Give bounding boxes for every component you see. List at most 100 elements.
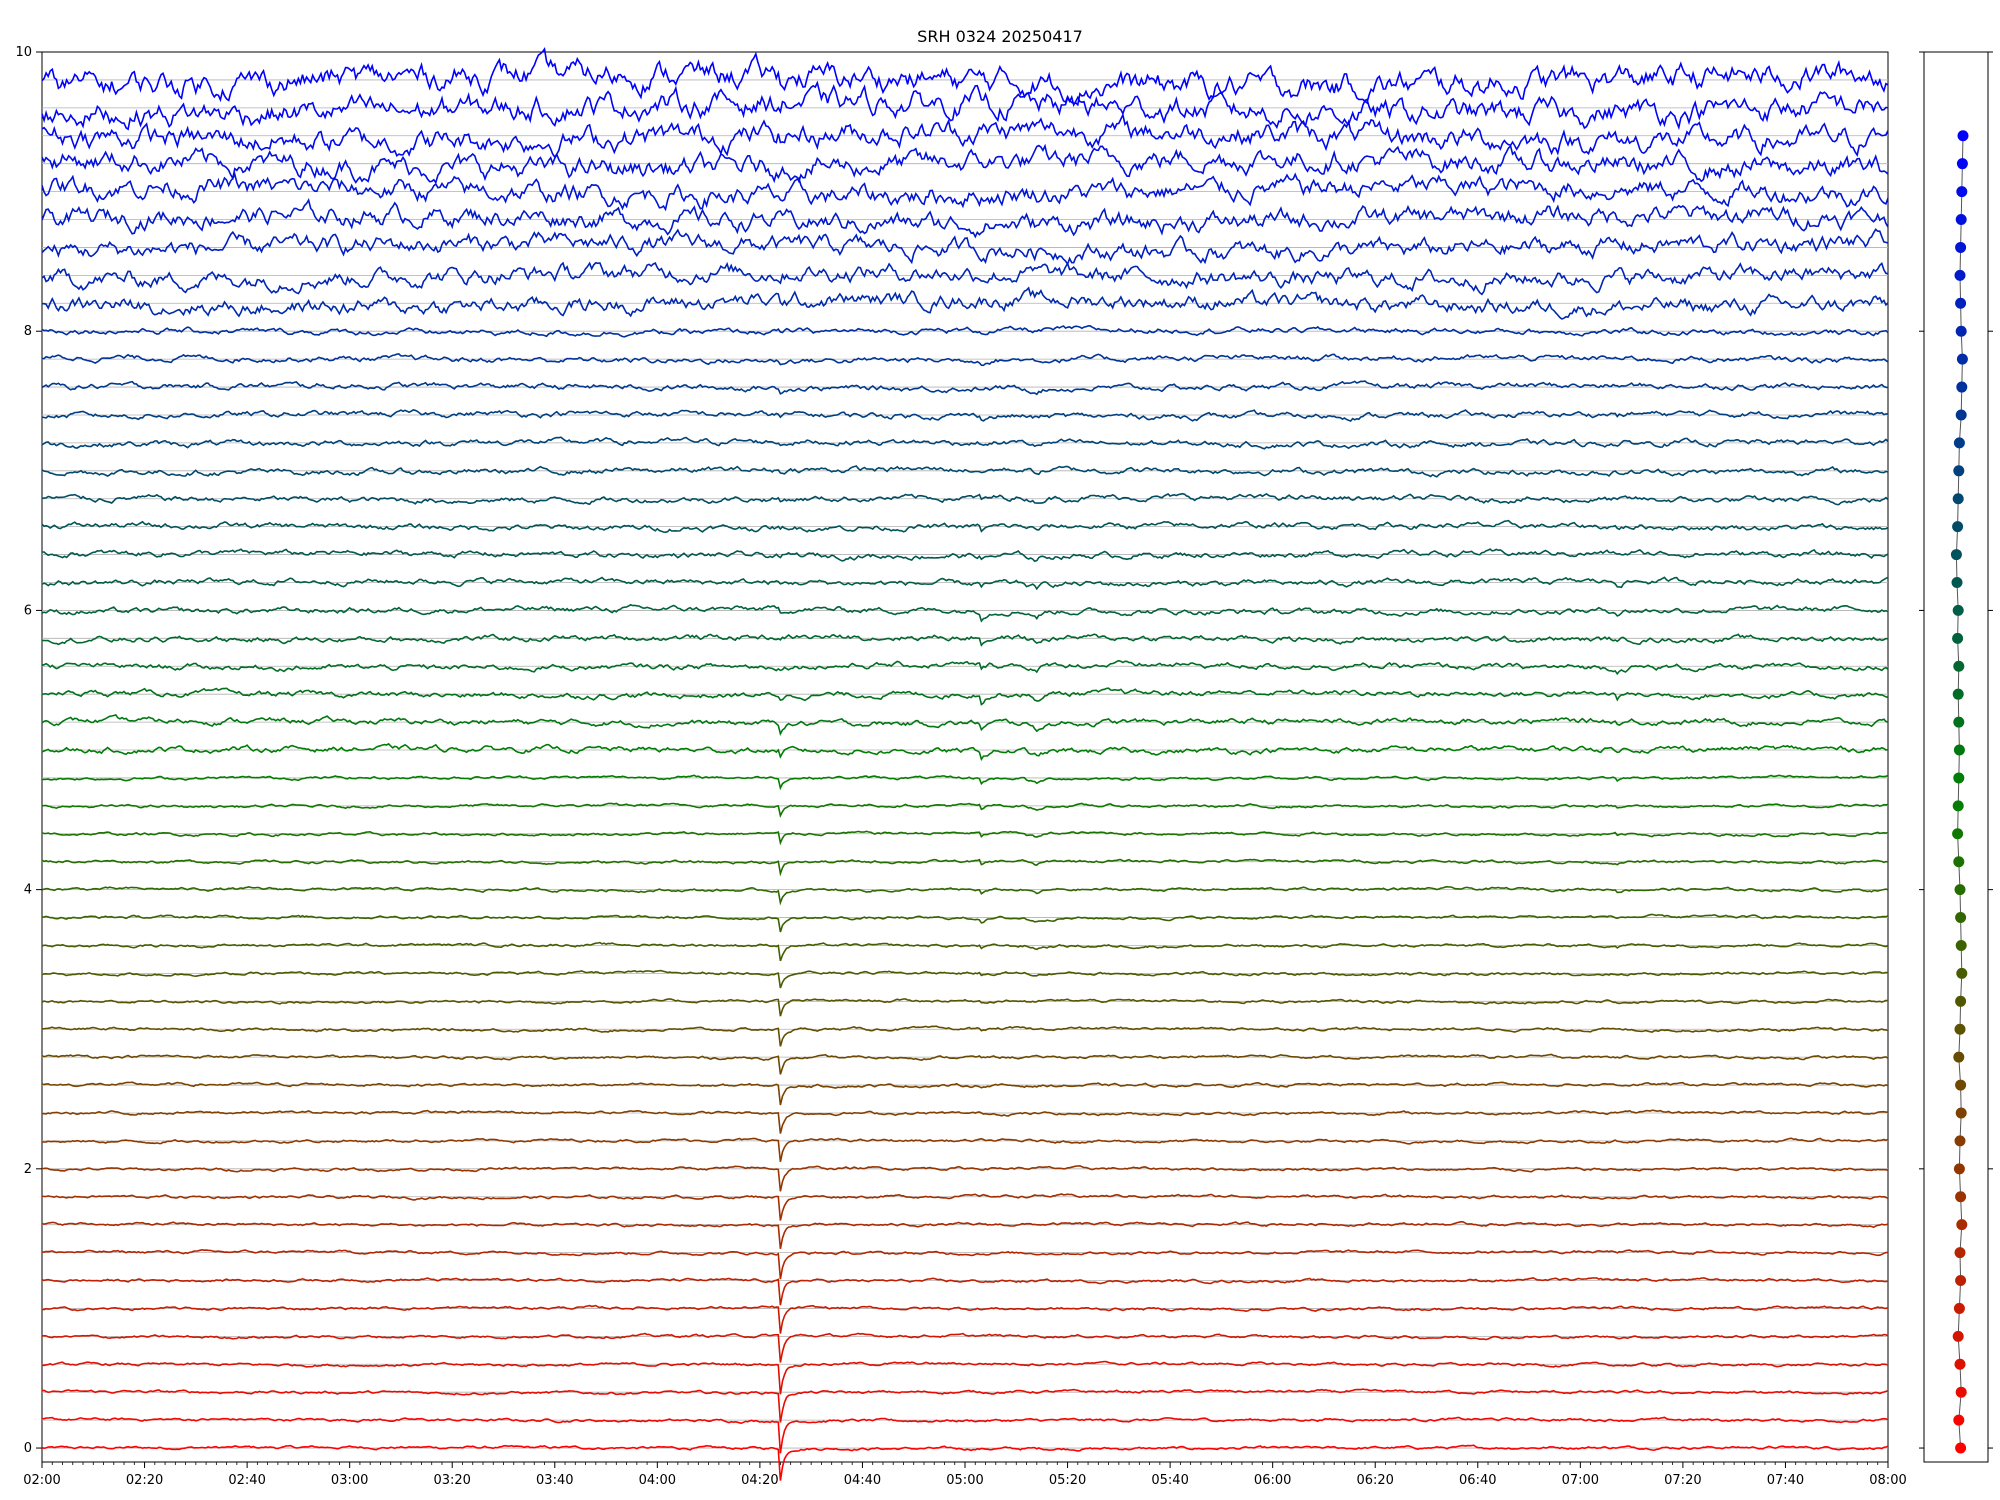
y-tick-label-5: 10 — [15, 45, 32, 60]
trace-line-29 — [41, 633, 1889, 647]
x-tick-label-9: 05:00 — [946, 1473, 983, 1488]
side-point-46 — [1956, 158, 1968, 170]
y-tick-label-0: 0 — [24, 1441, 32, 1456]
side-point-20 — [1954, 884, 1966, 896]
trace-line-44 — [41, 198, 1889, 239]
y-tick-label-3: 6 — [24, 603, 32, 618]
trace-line-4 — [41, 1332, 1889, 1363]
y-tick-label-2: 4 — [24, 883, 32, 898]
side-point-23 — [1952, 800, 1964, 812]
trace-line-19 — [41, 913, 1889, 933]
side-point-44 — [1955, 214, 1967, 226]
side-point-17 — [1956, 967, 1968, 979]
trace-line-20 — [41, 885, 1889, 906]
side-point-21 — [1953, 856, 1965, 868]
side-point-18 — [1955, 939, 1967, 951]
trace-line-31 — [41, 576, 1889, 591]
x-tick-label-6: 04:00 — [639, 1473, 676, 1488]
side-point-11 — [1954, 1135, 1966, 1147]
side-point-45 — [1956, 186, 1968, 198]
trace-line-3 — [41, 1360, 1889, 1395]
side-point-38 — [1956, 381, 1968, 393]
side-point-12 — [1955, 1107, 1967, 1119]
trace-line-8 — [41, 1220, 1889, 1249]
side-point-31 — [1951, 576, 1963, 588]
side-point-0 — [1955, 1442, 1967, 1454]
x-tick-label-17: 07:40 — [1767, 1473, 1804, 1488]
trace-line-46 — [41, 143, 1889, 185]
side-point-5 — [1953, 1302, 1965, 1314]
x-tick-label-13: 06:20 — [1356, 1473, 1393, 1488]
x-tick-label-11: 05:40 — [1151, 1473, 1188, 1488]
trace-line-42 — [41, 261, 1889, 296]
trace-line-48 — [41, 80, 1889, 131]
trace-line-35 — [41, 465, 1889, 478]
x-tick-label-16: 07:20 — [1664, 1473, 1701, 1488]
x-tick-label-4: 03:20 — [433, 1473, 470, 1488]
trace-line-16 — [41, 998, 1889, 1017]
trace-line-23 — [41, 802, 1889, 818]
trace-line-21 — [41, 858, 1889, 877]
trace-line-45 — [41, 172, 1889, 212]
side-point-27 — [1952, 688, 1964, 700]
side-point-30 — [1952, 604, 1964, 616]
trace-line-12 — [41, 1109, 1889, 1134]
side-point-24 — [1953, 772, 1965, 784]
trace-line-47 — [41, 112, 1889, 159]
main-plot-area: 0 2 4 6 8 10 02:00 02:20 02:40 03:00 03:20 03:40 04:… — [15, 45, 1906, 1488]
trace-line-15 — [42, 1025, 1889, 1047]
trace-line-24 — [42, 774, 1889, 791]
x-tick-label-5: 03:40 — [536, 1473, 573, 1488]
trace-line-49 — [41, 46, 1889, 107]
x-tick-label-1: 02:20 — [126, 1473, 163, 1488]
side-point-16 — [1955, 995, 1967, 1007]
trace-line-43 — [41, 228, 1889, 266]
x-tick-label-8: 04:40 — [844, 1473, 881, 1488]
side-point-10 — [1953, 1163, 1965, 1175]
y-tick-label-1: 2 — [24, 1162, 32, 1177]
trace-line-11 — [41, 1137, 1889, 1162]
trace-line-1 — [42, 1416, 1889, 1454]
side-point-15 — [1954, 1023, 1966, 1035]
side-point-40 — [1955, 325, 1967, 337]
trace-line-41 — [42, 286, 1889, 320]
side-point-22 — [1952, 828, 1964, 840]
x-tick-label-15: 07:00 — [1562, 1473, 1599, 1488]
side-point-26 — [1953, 716, 1965, 728]
x-tick-label-7: 04:20 — [741, 1473, 778, 1488]
side-point-32 — [1950, 549, 1962, 561]
trace-line-32 — [42, 548, 1889, 563]
trace-line-38 — [41, 380, 1889, 396]
trace-line-27 — [41, 687, 1889, 706]
side-point-2 — [1955, 1386, 1967, 1398]
side-point-7 — [1954, 1247, 1966, 1259]
side-point-43 — [1955, 241, 1967, 253]
side-point-39 — [1956, 353, 1968, 365]
trace-line-9 — [41, 1193, 1889, 1221]
side-panel-frame — [1923, 51, 1989, 1463]
side-point-37 — [1955, 409, 1967, 421]
trace-line-36 — [41, 436, 1889, 450]
side-point-36 — [1953, 437, 1965, 449]
x-tick-label-18: 08:00 — [1869, 1473, 1906, 1488]
trace-line-25 — [41, 742, 1889, 762]
x-tick-label-3: 03:00 — [331, 1473, 368, 1488]
x-tick-label-0: 02:00 — [23, 1473, 60, 1488]
side-point-8 — [1956, 1219, 1968, 1231]
side-point-4 — [1952, 1330, 1964, 1342]
trace-line-40 — [41, 324, 1889, 338]
side-point-33 — [1952, 521, 1964, 533]
x-tick-label-10: 05:20 — [1049, 1473, 1086, 1488]
y-tick-label-4: 8 — [24, 324, 32, 339]
side-point-6 — [1955, 1275, 1967, 1287]
trace-line-14 — [41, 1053, 1889, 1075]
trace-line-6 — [41, 1276, 1889, 1306]
side-point-14 — [1953, 1051, 1965, 1063]
trace-line-17 — [41, 969, 1889, 989]
trace-line-37 — [41, 409, 1889, 423]
x-tick-label-14: 06:40 — [1459, 1473, 1496, 1488]
side-point-29 — [1952, 632, 1964, 644]
chart-title: SRH 0324 20250417 — [917, 27, 1083, 46]
side-point-3 — [1954, 1358, 1966, 1370]
